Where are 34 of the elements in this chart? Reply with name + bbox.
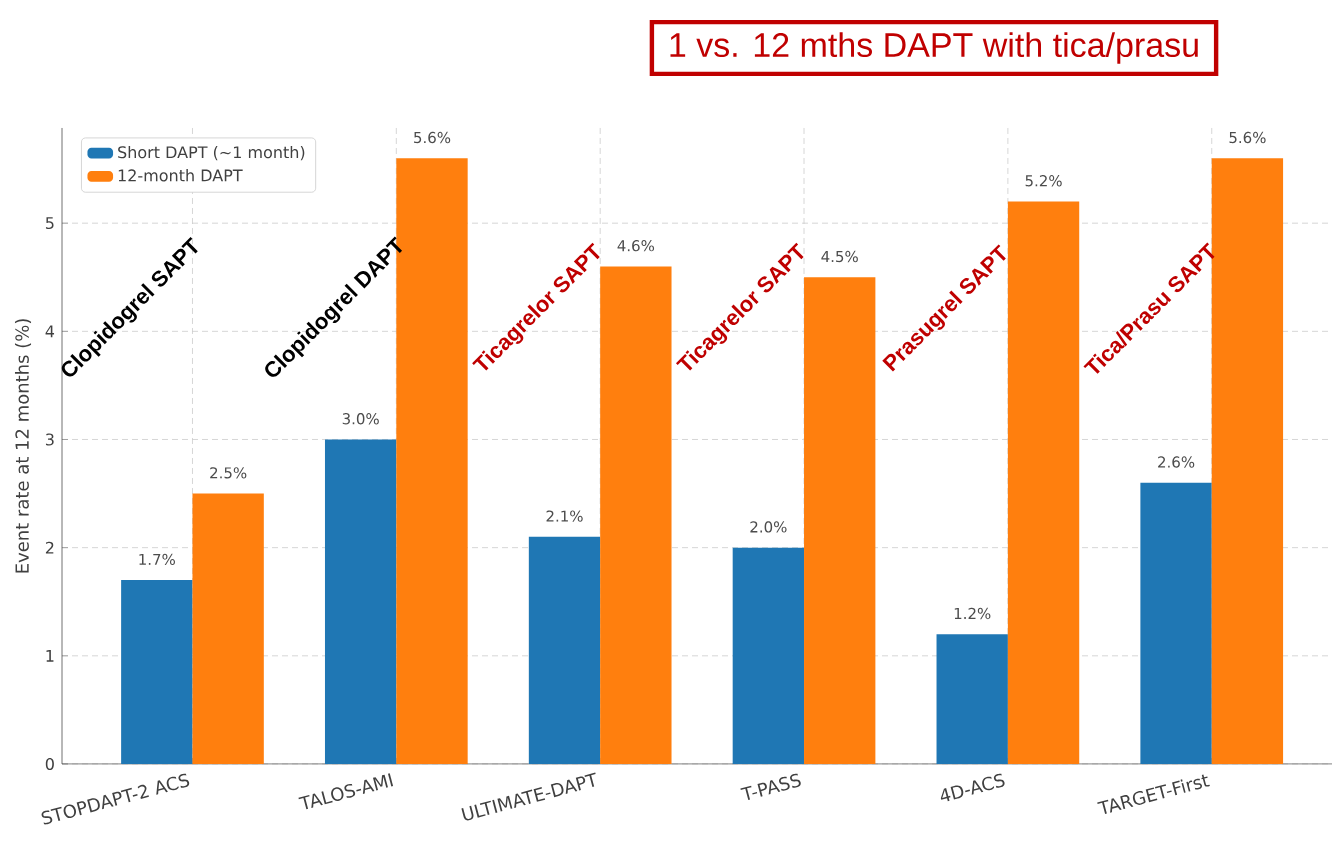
bar [1140,482,1212,764]
y-tick-label: 2 [45,541,54,554]
bar [732,547,805,764]
data-label: 4.6% [617,240,655,252]
data-label: 3.0% [342,413,379,425]
legend-label: 12-month DAPT [118,169,243,182]
x-tick-label: T-PASS [740,773,801,801]
legend-label: Short DAPT (~1 month) [118,145,305,161]
x-tick-label: 4D-ACS [940,773,1005,802]
bar [528,536,601,764]
data-label: 4.5% [821,250,858,263]
bar [1007,201,1080,764]
data-label: 5.6% [1229,131,1266,144]
bar [121,580,193,764]
data-label: 5.6% [414,131,451,144]
y-tick-label: 1 [46,649,54,662]
bar [600,266,672,764]
data-label: 5.2% [1025,175,1062,187]
data-label: 2.0% [750,521,787,533]
data-label: 1.7% [139,553,176,566]
y-tick-label: 5 [45,217,54,230]
bar [324,439,397,764]
bar [936,634,1008,764]
y-tick-label: 0 [45,757,54,771]
bar [804,277,876,764]
data-label: 2.1% [546,510,583,522]
data-label: 1.2% [954,607,991,620]
data-label: 2.5% [210,467,247,479]
y-tick-label: 3 [45,433,54,446]
text: 1 vs. 12 mths DAPT with tica/prasu [670,32,1198,64]
bar [192,493,264,764]
y-tick-label: 4 [45,325,55,338]
data-label: 2.6% [1158,456,1195,468]
y-axis-title: Event rate at 12 months (%) [14,319,32,573]
